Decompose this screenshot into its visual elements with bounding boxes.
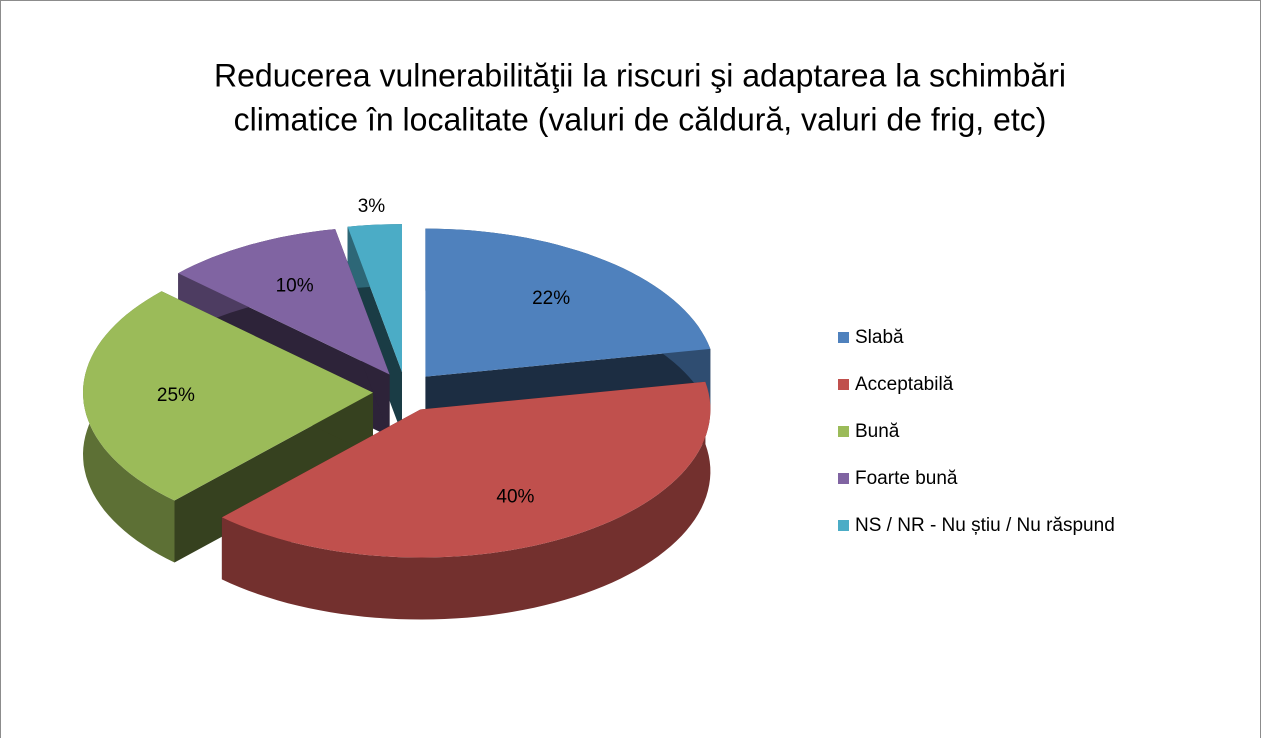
legend-label: Bună — [855, 421, 900, 442]
legend-swatch — [838, 332, 849, 343]
data-label: 3% — [358, 196, 386, 217]
slice-side — [221, 381, 711, 620]
data-label: 10% — [276, 275, 314, 296]
legend-swatch — [838, 426, 849, 437]
legend-label: Acceptabilă — [855, 374, 954, 395]
slice-group — [221, 381, 711, 620]
slice — [347, 224, 402, 373]
data-label: 40% — [496, 487, 534, 508]
chart-title: climatice în localitate (valuri de căldu… — [234, 101, 1047, 137]
slice — [83, 291, 373, 501]
legend-label: Slabă — [855, 327, 904, 348]
legend-label: Foarte bună — [855, 468, 958, 489]
chart-title: Reducerea vulnerabilităţii la riscuri şi… — [214, 57, 1066, 93]
slice — [425, 228, 711, 377]
slice — [178, 229, 390, 375]
legend-label: NS / NR - Nu știu / Nu răspund — [855, 515, 1115, 536]
slice — [221, 381, 711, 558]
data-label: 22% — [532, 288, 570, 309]
legend-swatch — [838, 520, 849, 531]
legend-swatch — [838, 379, 849, 390]
legend-swatch — [838, 473, 849, 484]
data-label: 25% — [157, 385, 195, 406]
